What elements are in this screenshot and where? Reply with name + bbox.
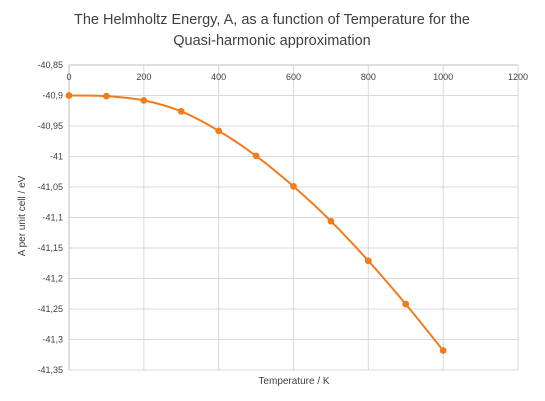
data-point xyxy=(402,300,410,308)
x-tick-label: 1000 xyxy=(433,72,453,82)
x-tick-label: 400 xyxy=(211,72,226,82)
y-axis-tick-labels: -40,85 -40,9 -40,95 -41 -41,05 -41,1 -41,15 -41… xyxy=(37,60,63,375)
x-axis-label: Temperature / K xyxy=(258,376,329,387)
x-axis-tick-labels: 0 200 400 600 800 1000 1200 xyxy=(66,72,528,82)
chart-title-line-2: Quasi-harmonic approximation xyxy=(173,33,370,49)
data-point xyxy=(252,152,260,160)
data-point xyxy=(327,217,335,225)
y-tick-label: -41,1 xyxy=(42,213,63,223)
data-point xyxy=(103,92,110,100)
chart-title: The Helmholtz Energy, A, as a function o… xyxy=(74,12,470,49)
data-point xyxy=(364,257,372,265)
data-point xyxy=(439,347,447,354)
data-point xyxy=(140,96,148,104)
y-tick-label: -41,35 xyxy=(37,365,63,375)
x-tick-label: 200 xyxy=(136,72,151,82)
y-tick-label: -41,25 xyxy=(37,304,63,314)
data-point xyxy=(177,107,185,115)
y-tick-label: -40,95 xyxy=(37,121,63,131)
axes xyxy=(68,64,518,370)
gridlines xyxy=(68,64,519,371)
y-tick-label: -41,3 xyxy=(42,335,63,345)
data-point xyxy=(65,92,73,99)
x-tick-label: 800 xyxy=(361,72,376,82)
y-axis-label: A per unit cell / eV xyxy=(17,175,28,256)
y-tick-label: -40,85 xyxy=(37,60,63,70)
y-tick-label: -41,2 xyxy=(42,274,63,284)
x-tick-label: 0 xyxy=(66,72,71,82)
y-tick-label: -40,9 xyxy=(42,91,63,101)
y-tick-label: -41,05 xyxy=(37,182,63,192)
x-tick-label: 600 xyxy=(286,72,301,82)
y-tick-label: -41,15 xyxy=(37,243,63,253)
data-series xyxy=(65,92,447,354)
data-point xyxy=(290,182,297,190)
chart-title-line-1: The Helmholtz Energy, A, as a function o… xyxy=(74,12,470,28)
x-tick-label: 1200 xyxy=(508,72,528,82)
data-point xyxy=(215,127,223,135)
y-tick-label: -41 xyxy=(50,152,63,162)
